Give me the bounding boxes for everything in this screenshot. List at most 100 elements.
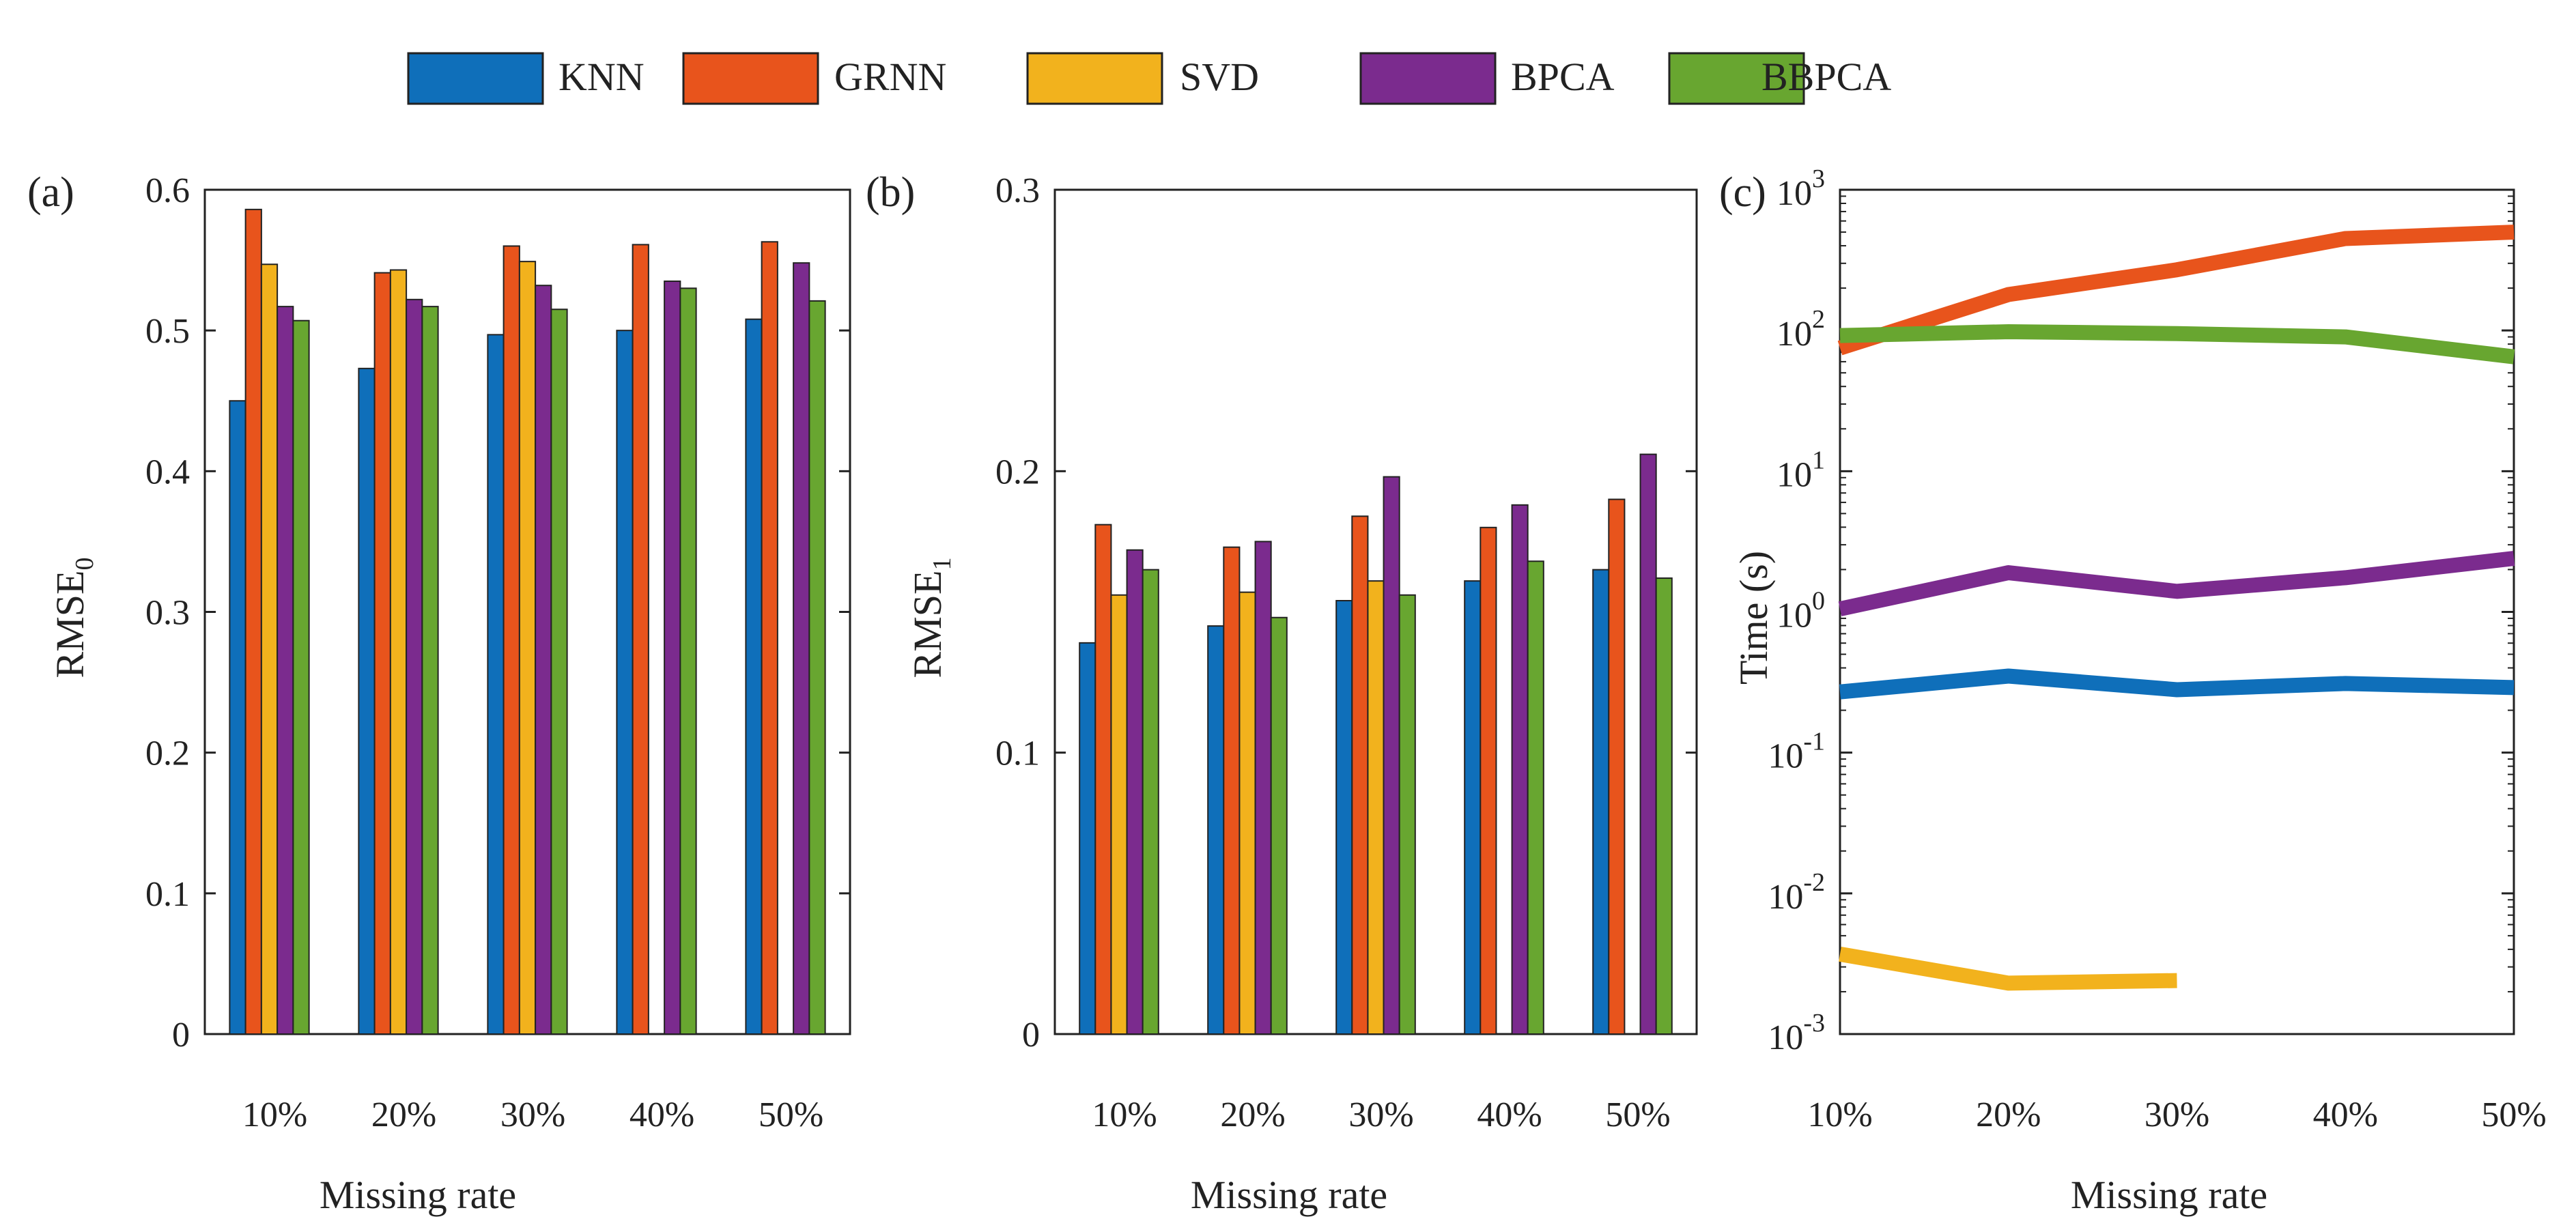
legend-label-bbpca: BBPCA xyxy=(1761,55,1891,99)
panel-b-ytick-label: 0.2 xyxy=(995,453,1040,491)
panel-a-bar-bpca-20 xyxy=(406,298,423,1035)
panel-a-xtick-label: 10% xyxy=(242,1095,307,1134)
panel-c-label: (c) xyxy=(1719,169,1766,216)
panel-b-bar-bbpca-30 xyxy=(1398,594,1416,1035)
panel-b-xlabel: Missing rate xyxy=(1191,1173,1387,1217)
legend-swatch-knn xyxy=(407,52,544,105)
panel-c-xtick-label: 20% xyxy=(1976,1095,2041,1134)
panel-b-bar-grnn-20 xyxy=(1223,546,1241,1035)
panel-a-bar-knn-40 xyxy=(616,330,634,1035)
panel-b-xtick-label: 10% xyxy=(1092,1095,1157,1134)
panel-c-xtick-label: 40% xyxy=(2313,1095,2378,1134)
panel-c-line-bpca xyxy=(1838,551,2515,616)
panel-b-bar-grnn-10 xyxy=(1094,524,1112,1035)
legend: KNN GRNN SVD BPCA BBPCA xyxy=(407,52,1891,105)
panel-c-xtick-label: 10% xyxy=(1807,1095,1872,1134)
panel-a-bar-grnn-50 xyxy=(761,241,778,1035)
panel-b-xtick-label: 40% xyxy=(1477,1095,1542,1134)
panel-a-ytick-label: 0.3 xyxy=(145,594,190,633)
panel-a-xlabel: Missing rate xyxy=(320,1173,516,1217)
panel-b-bar-knn-30 xyxy=(1335,600,1353,1035)
panel-a-ytick-label: 0.4 xyxy=(145,453,190,491)
panel-b-bar-knn-50 xyxy=(1592,569,1610,1035)
panel-c-line-bbpca xyxy=(1839,324,2515,364)
panel-a-bar-svd-10 xyxy=(260,263,279,1035)
panel-a-rmse0-bar-chart: (a) Missing rate RMSE0 0 0.1 0.2 0.3 0.4 0.5 0… xyxy=(27,169,851,1217)
panel-c-xtick-label: 50% xyxy=(2481,1095,2546,1134)
panel-b-ylabel-subscript: 1 xyxy=(928,558,957,571)
panel-c-line-grnn xyxy=(1837,225,2515,356)
panel-a-ytick-label: 0.2 xyxy=(145,734,190,773)
panel-a-bar-bpca-40 xyxy=(664,281,681,1035)
panel-b-bar-bpca-40 xyxy=(1511,504,1529,1035)
panel-b-bar-grnn-30 xyxy=(1351,515,1369,1035)
panel-c-ytick-label: 10-3 xyxy=(1768,1009,1825,1057)
panel-b-rmse1-bar-chart: (b) Missing rate RMSE1 0 0.1 0.2 0.3 10% 20% 3… xyxy=(866,169,1698,1217)
panel-c-ytick-label: 10-1 xyxy=(1768,728,1825,776)
panel-b-bar-knn-20 xyxy=(1207,625,1225,1035)
panel-c-xlabel: Missing rate xyxy=(2071,1173,2267,1217)
panel-a-xtick-label: 20% xyxy=(371,1095,436,1134)
panel-c-ytick-label: 10-2 xyxy=(1768,868,1825,917)
panel-c-ytick-label: 103 xyxy=(1777,164,1825,213)
panel-b-bar-bbpca-10 xyxy=(1142,569,1159,1035)
panel-b-bar-svd-20 xyxy=(1239,591,1256,1035)
panel-b-bar-bbpca-50 xyxy=(1655,577,1673,1035)
panel-a-xtick-label: 30% xyxy=(500,1095,565,1134)
legend-label-grnn: GRNN xyxy=(834,55,946,99)
legend-label-bpca: BPCA xyxy=(1511,55,1615,99)
panel-a-bar-bbpca-20 xyxy=(421,306,439,1035)
panel-b-ylabel: RMSE1 xyxy=(905,558,957,678)
panel-a-xtick-label: 40% xyxy=(629,1095,694,1134)
panel-a-bar-bbpca-40 xyxy=(679,287,697,1035)
panel-a-bar-svd-30 xyxy=(518,261,537,1035)
panel-a-ytick-label: 0.5 xyxy=(145,312,190,351)
panel-b-ytick-label: 0.1 xyxy=(995,734,1040,773)
panel-b-bar-svd-30 xyxy=(1367,580,1385,1035)
panel-a-bar-grnn-20 xyxy=(373,272,391,1035)
panel-c-ylabel: Time (s) xyxy=(1731,551,1776,685)
panel-b-xtick-label: 20% xyxy=(1220,1095,1285,1134)
panel-b-ytick-label: 0 xyxy=(1022,1016,1040,1055)
panel-a-bar-bbpca-30 xyxy=(550,309,568,1035)
panel-a-xtick-label: 50% xyxy=(759,1095,823,1134)
panel-b-bar-grnn-40 xyxy=(1480,526,1497,1035)
panel-b-bar-bpca-30 xyxy=(1383,476,1400,1035)
panel-a-bar-grnn-10 xyxy=(244,208,262,1035)
panel-a-ytick-label: 0.1 xyxy=(145,875,190,914)
panel-a-ylabel-subscript: 0 xyxy=(70,558,99,571)
panel-a-bar-grnn-40 xyxy=(632,244,649,1035)
panel-b-bar-bbpca-40 xyxy=(1527,560,1544,1035)
panel-b-ytick-label: 0.3 xyxy=(995,171,1040,210)
panel-b-bar-bpca-10 xyxy=(1126,549,1144,1035)
panel-c-time-line-chart: (c) Missing rate Time (s) 10-3 10-2 10-1 10… xyxy=(1719,164,2547,1217)
panel-b-bar-bbpca-20 xyxy=(1270,616,1288,1035)
panel-a-bar-bbpca-10 xyxy=(292,319,310,1035)
legend-label-knn: KNN xyxy=(558,55,645,99)
panel-c-ytick-label: 102 xyxy=(1777,305,1825,354)
panel-b-bar-knn-40 xyxy=(1464,580,1482,1035)
panel-a-bar-knn-50 xyxy=(745,318,763,1035)
panel-b-bar-knn-10 xyxy=(1079,642,1096,1035)
panel-a-ytick-label: 0.6 xyxy=(145,171,190,210)
panel-a-ylabel: RMSE0 xyxy=(48,558,99,678)
panel-c-xtick-label: 30% xyxy=(2145,1095,2209,1134)
panel-c-ytick-label: 101 xyxy=(1777,446,1825,494)
panel-c-line-knn xyxy=(1839,668,2515,700)
legend-swatch-grnn xyxy=(682,52,819,105)
panel-a-bar-knn-10 xyxy=(229,400,246,1035)
panel-a-bar-knn-30 xyxy=(487,334,505,1035)
panel-a-bar-bpca-10 xyxy=(277,306,294,1035)
panel-b-xtick-label: 50% xyxy=(1605,1095,1670,1134)
legend-swatch-bpca xyxy=(1359,52,1497,105)
panel-a-bar-bpca-30 xyxy=(535,285,552,1035)
legend-label-svd: SVD xyxy=(1180,55,1259,99)
legend-swatch-bbpca xyxy=(1668,52,1805,105)
panel-a-bar-svd-20 xyxy=(389,269,408,1035)
panel-b-bar-bpca-20 xyxy=(1254,541,1272,1035)
panel-a-bar-knn-20 xyxy=(358,367,376,1035)
legend-swatch-svd xyxy=(1026,52,1163,105)
panel-a-bar-grnn-30 xyxy=(503,245,520,1035)
panel-c-ytick-label: 100 xyxy=(1777,587,1825,635)
